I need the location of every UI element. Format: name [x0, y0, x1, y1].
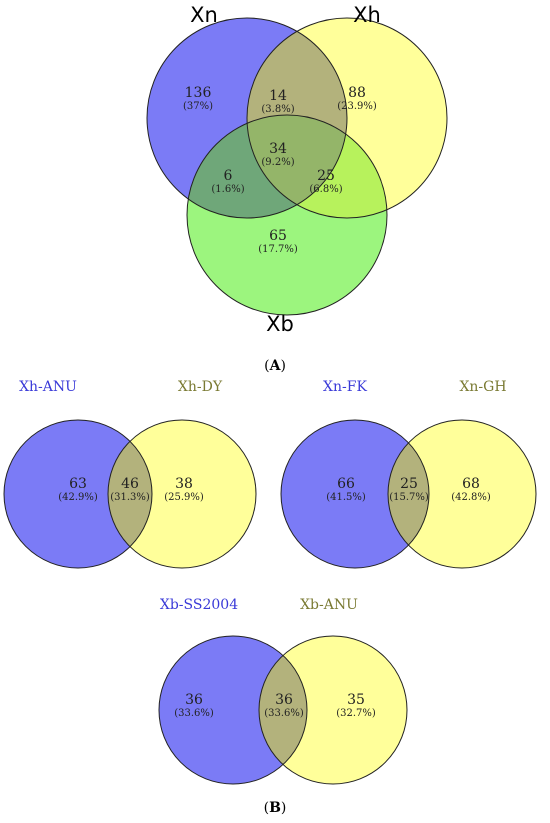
xn-set-label: Xn — [190, 3, 218, 27]
xn-gh-label: Xn-GH — [459, 379, 506, 395]
all-percent: (9.2%) — [261, 157, 294, 168]
xh-dy-label: Xh-DY — [178, 379, 223, 395]
xh-anu-circle — [4, 420, 152, 568]
xh-overlap-count: 46 — [121, 476, 139, 492]
xh-set-label: Xh — [353, 3, 381, 27]
xn-gh-outline — [387, 419, 537, 569]
xn-xh-count: 14 — [269, 88, 287, 104]
xb-overlap-percent: (33.6%) — [264, 708, 304, 719]
xb-ss2004-only-percent: (33.6%) — [174, 708, 214, 719]
xb-anu-only-count: 35 — [347, 692, 365, 708]
venn-xb-ss2004-xb-anu: Xb-SS2004 Xb-ANU 36 (33.6%) 36 (33.6%) 3… — [158, 597, 408, 816]
xh-only-count: 88 — [348, 85, 366, 101]
xb-outline — [186, 114, 388, 316]
xn-fk-only-percent: (41.5%) — [326, 492, 366, 503]
xn-fk-label: Xn-FK — [323, 379, 367, 395]
xn-fk-circle — [281, 420, 429, 568]
xh-dy-only-count: 38 — [175, 476, 193, 492]
xb-ss2004-outline — [158, 635, 308, 785]
xb-ss2004-only-count: 36 — [185, 692, 203, 708]
all-count: 34 — [269, 141, 287, 157]
venn-xn-fk-xn-gh: Xn-FK Xn-GH 66 (41.5%) 25 (15.7%) 68 (42… — [280, 379, 537, 569]
xn-gh-circle — [388, 420, 536, 568]
xb-only-percent: (17.7%) — [258, 244, 298, 255]
xn-xb-percent: (1.6%) — [211, 184, 244, 195]
venn-xh-anu-xh-dy: Xh-ANU Xh-DY 63 (42.9%) 46 (31.3%) 38 (2… — [3, 379, 257, 569]
xh-only-percent: (23.9%) — [337, 101, 377, 112]
xb-overlap-count: 36 — [275, 692, 293, 708]
xh-anu-label: Xh-ANU — [19, 379, 77, 395]
xh-outline — [246, 17, 448, 219]
xn-gh-only-percent: (42.8%) — [451, 492, 491, 503]
xn-only-count: 136 — [185, 85, 212, 101]
xb-ss2004-anu-overlap — [259, 636, 307, 784]
xh-xb-percent: (6.8%) — [309, 184, 342, 195]
xn-overlap-count: 25 — [400, 476, 418, 492]
xn-only-percent: (37%) — [183, 101, 213, 112]
xh-anu-only-percent: (42.9%) — [58, 492, 98, 503]
xn-overlap-percent: (15.7%) — [389, 492, 429, 503]
xn-xh-percent: (3.8%) — [261, 104, 294, 115]
xb-ss2004-label: Xb-SS2004 — [160, 597, 238, 613]
xn-fk-outline — [280, 419, 430, 569]
xh-dy-outline — [107, 419, 257, 569]
xb-only-count: 65 — [269, 228, 287, 244]
xh-anu-only-count: 63 — [69, 476, 87, 492]
xb-set-label: Xb — [266, 312, 294, 336]
xn-fk-only-count: 66 — [337, 476, 355, 492]
panel-a-label: (A) — [264, 358, 286, 374]
xb-anu-only-percent: (32.7%) — [336, 708, 376, 719]
xh-anu-outline — [3, 419, 153, 569]
xh-overlap-percent: (31.3%) — [110, 492, 150, 503]
xn-gh-only-count: 68 — [462, 476, 480, 492]
xb-anu-label: Xb-ANU — [300, 597, 358, 613]
xh-dy-circle — [108, 420, 256, 568]
panel-b-label: (B) — [264, 800, 287, 816]
xb-anu-outline — [258, 635, 408, 785]
xn-outline — [146, 17, 348, 219]
panel-a-venn: Xn Xh Xb 136 (37%) 14 (3.8%) 88 (23.9%) … — [146, 3, 448, 374]
xh-xb-count: 25 — [317, 168, 335, 184]
xh-dy-only-percent: (25.9%) — [164, 492, 204, 503]
xn-xb-count: 6 — [224, 168, 233, 184]
